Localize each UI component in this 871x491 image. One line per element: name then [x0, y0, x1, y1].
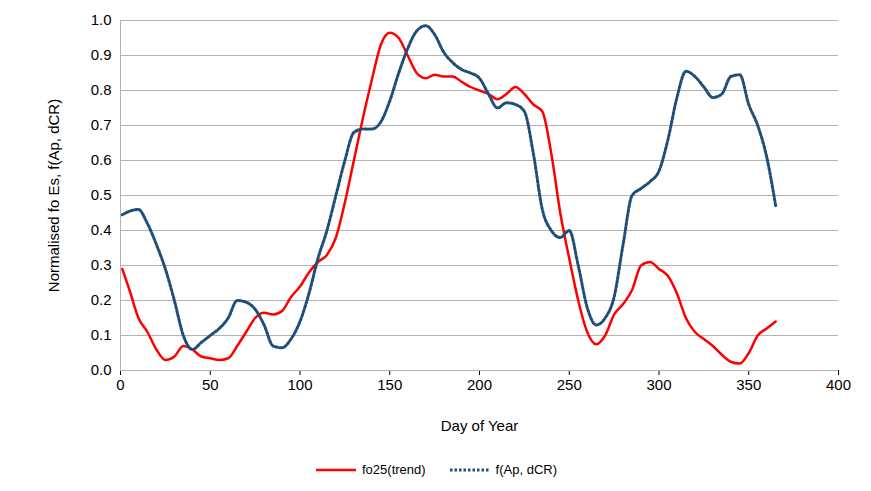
- svg-text:0.1: 0.1: [91, 326, 112, 343]
- html-text:fo25(trend): fo25(trend): [362, 462, 426, 477]
- svg-text:0: 0: [116, 376, 124, 393]
- svg-text:150: 150: [377, 376, 402, 393]
- svg-text:0.2: 0.2: [91, 291, 112, 308]
- svg-text:400: 400: [826, 376, 851, 393]
- svg-text:250: 250: [557, 376, 582, 393]
- svg-text:0.3: 0.3: [91, 256, 112, 273]
- svg-text:Day of Year: Day of Year: [441, 417, 519, 434]
- svg-text:300: 300: [646, 376, 671, 393]
- svg-text:0.4: 0.4: [91, 221, 112, 238]
- svg-text:350: 350: [736, 376, 761, 393]
- svg-text:0.5: 0.5: [91, 186, 112, 203]
- svg-text:0.8: 0.8: [91, 81, 112, 98]
- svg-text:0.0: 0.0: [91, 361, 112, 378]
- svg-text:1.0: 1.0: [91, 11, 112, 28]
- svg-text:0.9: 0.9: [91, 46, 112, 63]
- svg-text:50: 50: [202, 376, 219, 393]
- svg-text:Normalised fo Es, f(Ap, dCR): Normalised fo Es, f(Ap, dCR): [45, 99, 62, 292]
- svg-text:200: 200: [467, 376, 492, 393]
- svg-text:100: 100: [287, 376, 312, 393]
- html-text:f(Ap, dCR): f(Ap, dCR): [495, 462, 557, 477]
- svg-text:0.6: 0.6: [91, 151, 112, 168]
- svg-text:0.7: 0.7: [91, 116, 112, 133]
